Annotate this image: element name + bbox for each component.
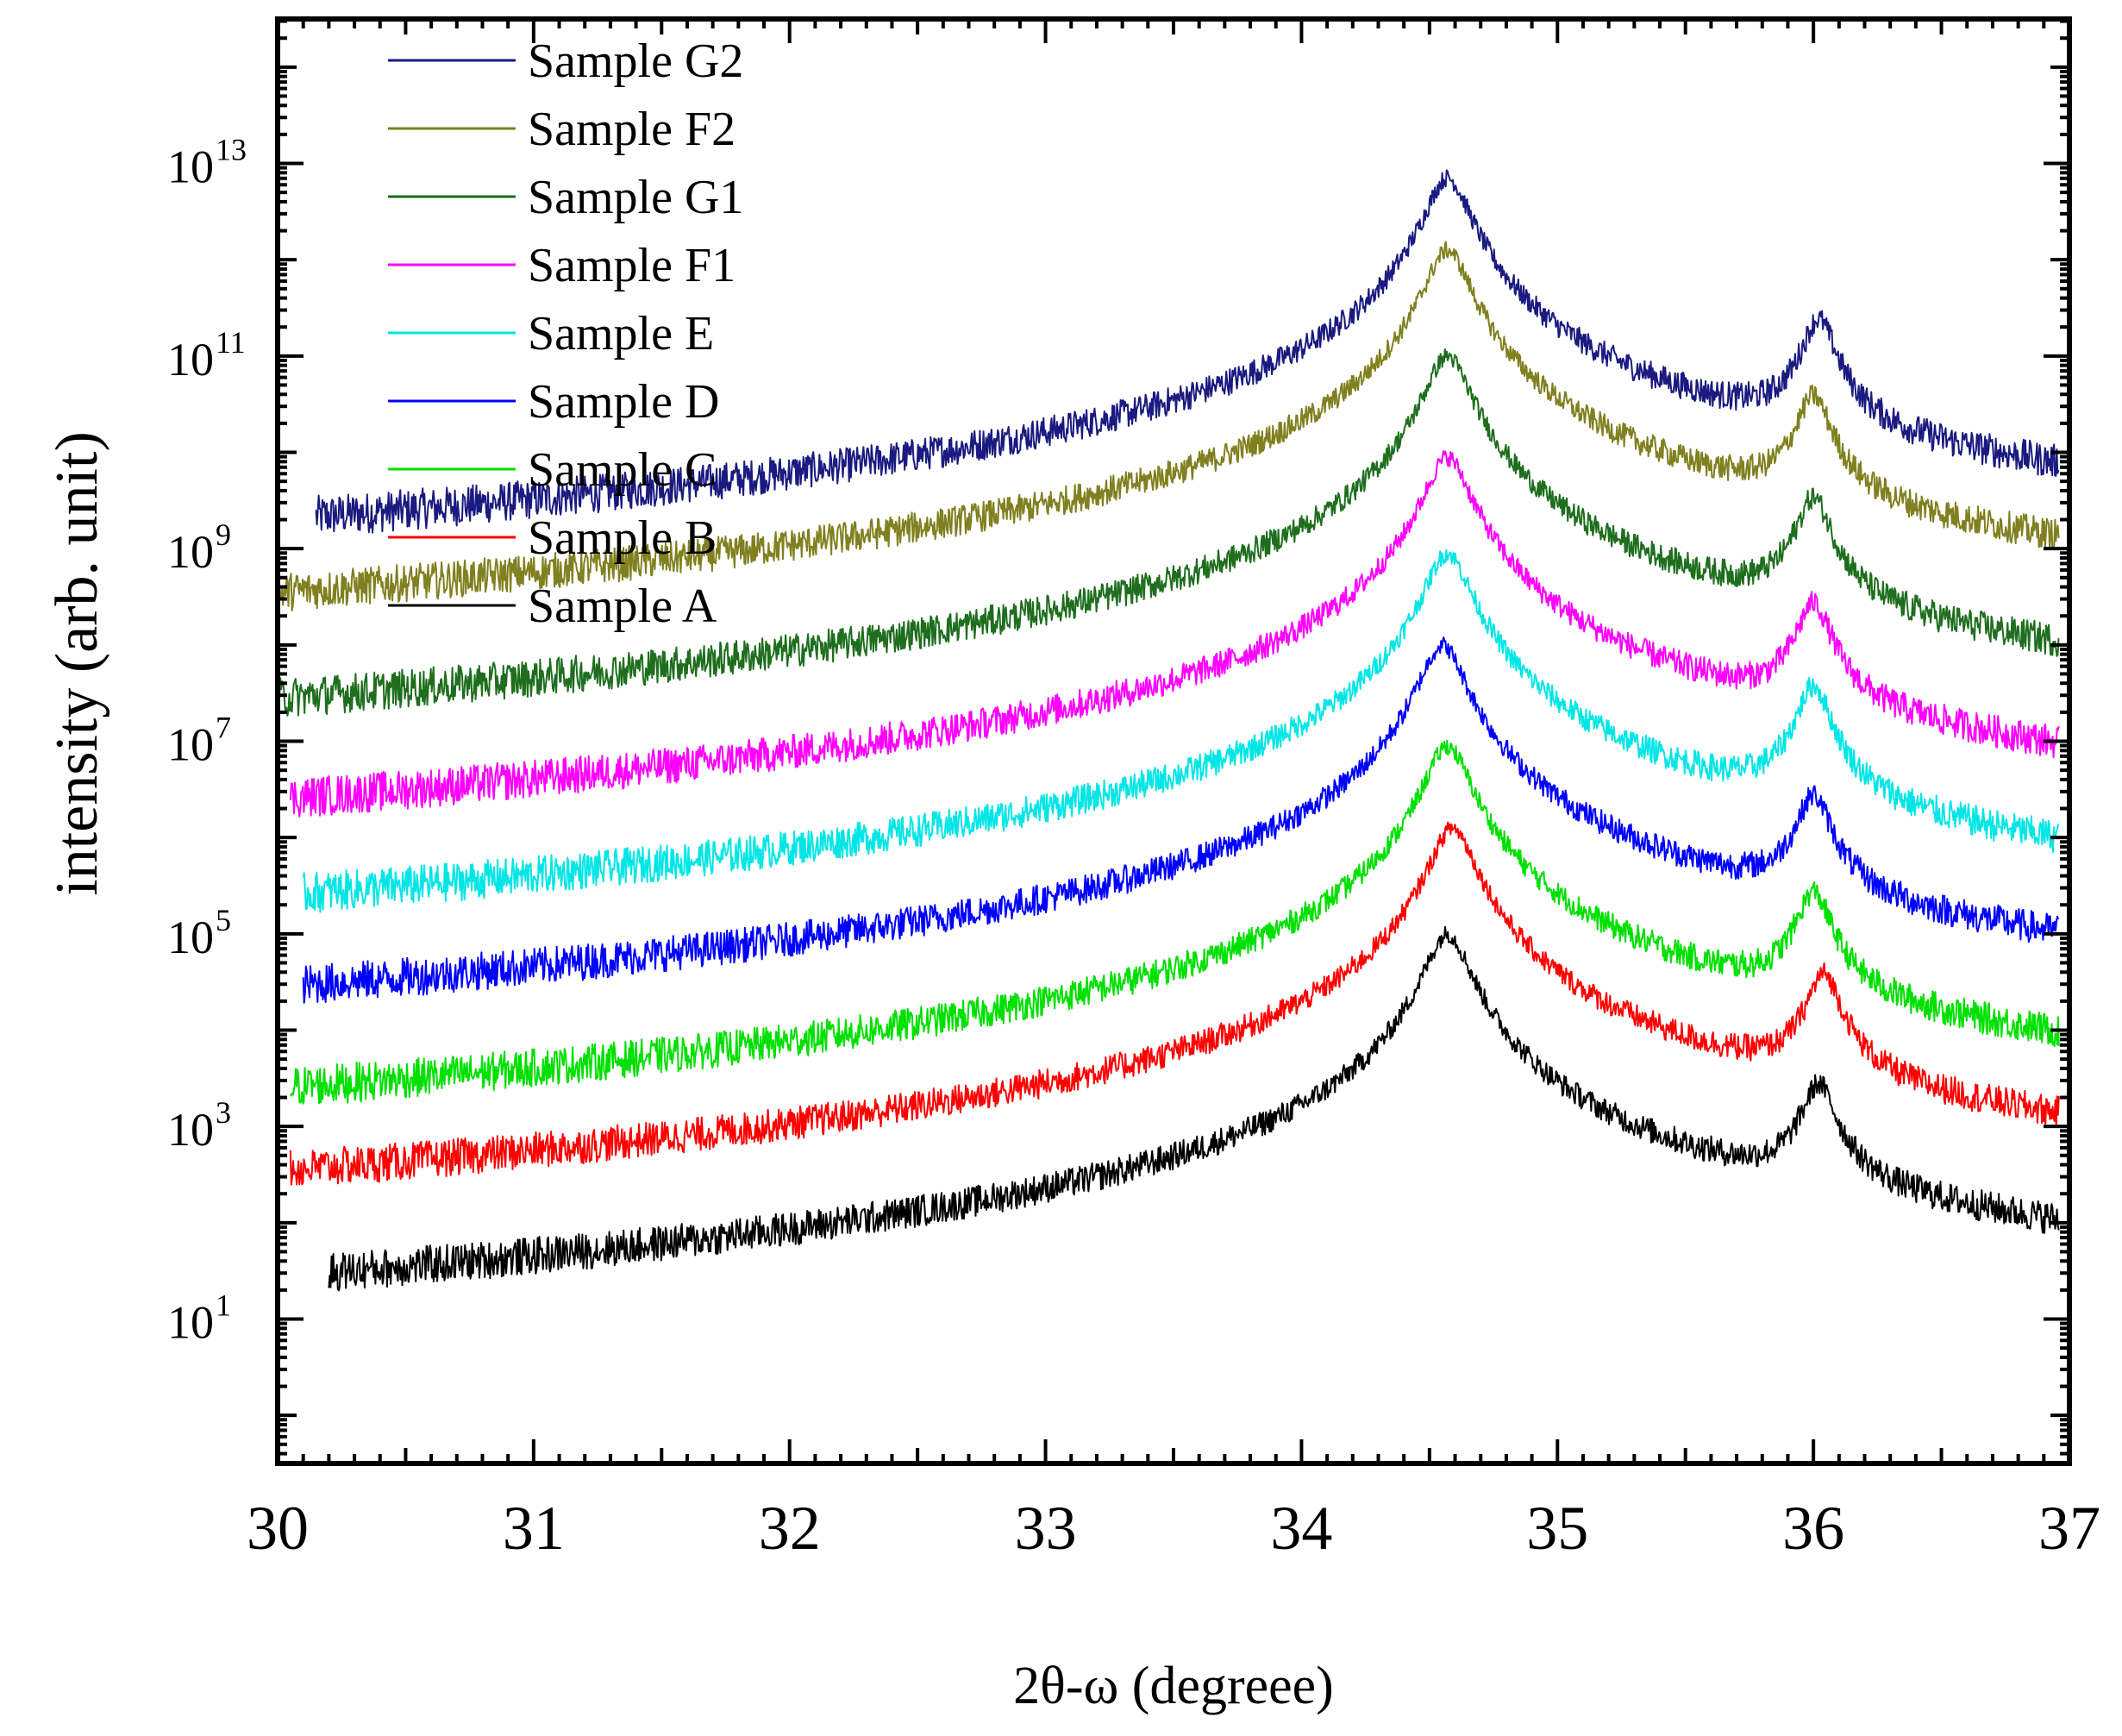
series-line-6 [289,739,2060,1105]
x-tick-label: 33 [1015,1494,1077,1563]
y-tick-label-exponent: 11 [216,325,246,360]
y-tick-label-exponent: 13 [216,133,247,167]
legend: Sample G2 Sample F2 Sample G1 Sample F1 Samp… [388,34,743,633]
y-tick-label: 10 [167,526,214,578]
y-axis-title: intensity (arb. unit) [44,431,110,896]
x-axis-title: 2θ-ω (degreee) [1013,1657,1334,1715]
y-tick-label-exponent: 7 [216,711,231,745]
x-axis-ticks: 30 31 32 33 34 35 36 37 [247,19,2100,1563]
series-line-8 [328,925,2060,1292]
series-line-3 [289,450,2060,818]
series-line-5 [302,636,2060,1004]
legend-label: Sample G2 [528,34,743,88]
legend-label: Sample E [528,307,714,360]
y-tick-label-exponent: 3 [216,1095,231,1130]
y-tick-label: 10 [167,1104,214,1156]
x-tick-label: 37 [2038,1494,2100,1563]
legend-label: Sample C [528,443,717,497]
series-line-4 [302,548,2060,913]
y-tick-label: 10 [167,1297,214,1349]
y-tick-label: 10 [167,334,214,385]
legend-label: Sample F2 [528,103,736,156]
series-traces [277,169,2060,1292]
y-tick-label: 10 [167,912,214,963]
y-tick-label-exponent: 9 [216,517,231,552]
legend-label: Sample D [528,375,719,429]
series-line-1 [277,241,2060,611]
x-tick-label: 31 [503,1494,565,1563]
x-tick-label: 35 [1526,1494,1588,1563]
legend-label: Sample G1 [528,171,743,224]
series-line-7 [289,821,2060,1186]
y-tick-label-exponent: 1 [216,1288,231,1323]
series-line-2 [277,348,2060,717]
legend-label: Sample F1 [528,239,736,292]
x-tick-label: 36 [1782,1494,1844,1563]
x-tick-label: 34 [1270,1494,1332,1563]
legend-label: Sample A [528,580,717,633]
x-tick-label: 30 [247,1494,309,1563]
legend-label: Sample B [528,511,717,565]
y-tick-label: 10 [167,141,214,193]
y-tick-label-exponent: 5 [216,903,231,937]
x-tick-label: 32 [759,1494,821,1563]
series-line-0 [315,169,2060,534]
y-tick-label: 10 [167,719,214,771]
